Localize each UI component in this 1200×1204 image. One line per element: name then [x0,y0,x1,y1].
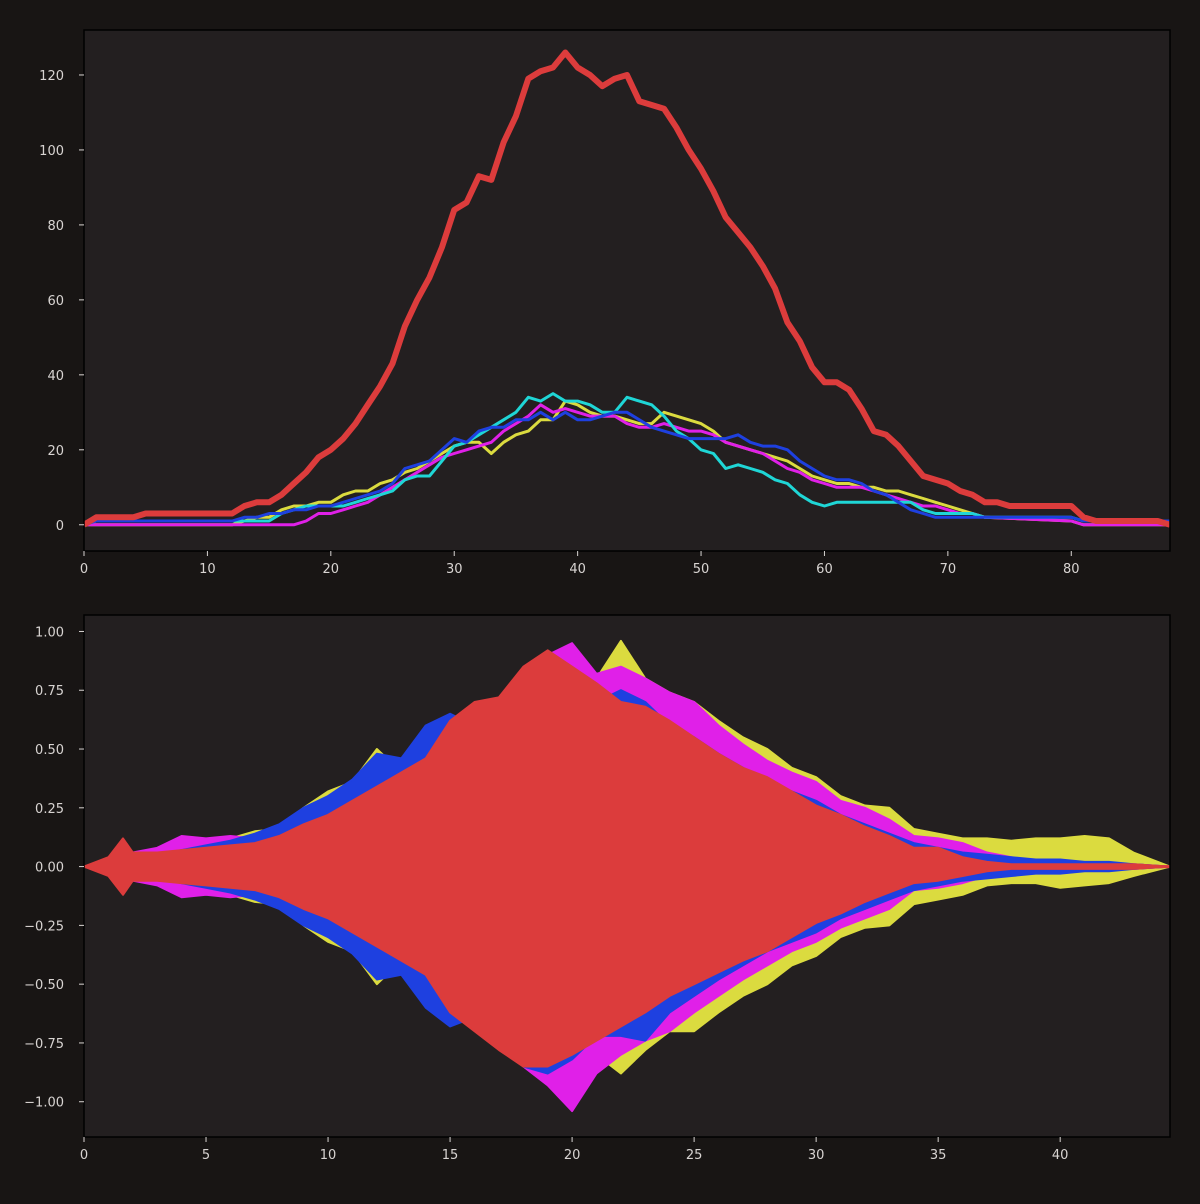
axes-frame [83,614,1171,1138]
y-tick-label: 20 [47,444,64,459]
x-tick-label: 80 [1063,562,1080,577]
series-group [84,639,1170,1113]
x-tick-label: 0 [80,1148,88,1163]
axes-frame [83,29,1171,552]
y-tick-label: −1.00 [24,1096,64,1111]
y-tick-label: 80 [47,219,64,234]
waveform-series-3 [84,649,1170,1068]
y-tick-label: 1.00 [35,625,64,640]
line-series-3 [84,410,1170,527]
x-tick-label: 25 [686,1148,703,1163]
y-tick-label: 100 [39,144,64,159]
x-tick-label: 40 [1052,1148,1069,1163]
plot-area [84,30,1170,551]
x-tick-label: 20 [323,562,340,577]
y-tick-label: 0.25 [35,802,64,817]
x-tick-label: 15 [442,1148,459,1163]
y-tick-label: 0.50 [35,743,64,758]
series-group [84,49,1170,528]
x-tick-label: 50 [693,562,710,577]
y-tick-label: 0.00 [35,861,64,876]
line-series-4 [84,49,1170,528]
x-tick-label: 70 [940,562,957,577]
x-tick-label: 10 [199,562,216,577]
x-tick-label: 0 [80,562,88,577]
x-tick-label: 20 [564,1148,581,1163]
y-tick-label: −0.75 [24,1037,64,1052]
x-tick-label: 5 [202,1148,210,1163]
bottom-waveform-chart: 0 5 10 15 20 25 30 35 40 1.00 0.75 0.50 0.25 0.00 −0.2… [24,614,1171,1163]
y-tick-label: 60 [47,294,64,309]
x-tick-label: 10 [320,1148,337,1163]
x-tick-label: 35 [930,1148,947,1163]
y-tick-label: 0 [56,519,64,534]
y-tick-label: −0.25 [24,919,64,934]
y-tick-label: 0.75 [35,684,64,699]
x-tick-label: 30 [808,1148,825,1163]
x-tick-label: 40 [569,562,586,577]
top-line-chart: 0 10 20 30 40 50 60 70 80 0 20 40 60 80 100 120 [39,29,1171,577]
y-tick-label: −0.50 [24,978,64,993]
y-tick-label: 120 [39,69,64,84]
x-tick-label: 60 [816,562,833,577]
x-tick-label: 30 [446,562,463,577]
y-tick-label: 40 [47,369,64,384]
